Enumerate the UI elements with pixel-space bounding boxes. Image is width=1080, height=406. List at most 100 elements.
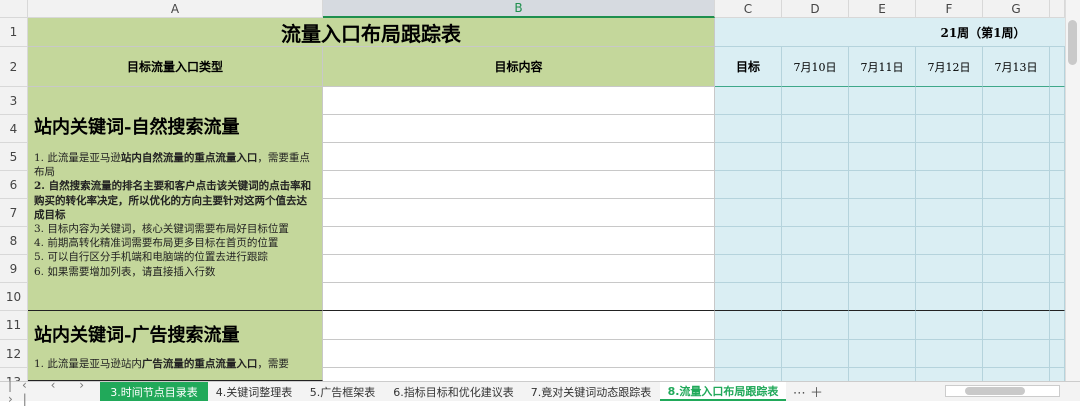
cell[interactable]	[715, 143, 782, 171]
row-header[interactable]: 6	[0, 171, 28, 199]
cell[interactable]	[782, 340, 849, 368]
sheet-tab[interactable]: 4.关键词整理表	[215, 385, 293, 399]
cell[interactable]	[323, 283, 715, 311]
cell[interactable]	[715, 87, 782, 115]
cell[interactable]	[916, 311, 983, 340]
cell[interactable]	[782, 283, 849, 311]
cell[interactable]	[983, 311, 1050, 340]
cell[interactable]	[782, 87, 849, 115]
column-header[interactable]: B	[323, 0, 715, 18]
row-header[interactable]: 7	[0, 199, 28, 227]
row-header[interactable]: 3	[0, 87, 28, 115]
cell[interactable]	[983, 171, 1050, 199]
cell[interactable]	[323, 143, 715, 171]
cell[interactable]	[323, 171, 715, 199]
cell[interactable]	[983, 199, 1050, 227]
cell[interactable]	[916, 283, 983, 311]
column-header[interactable]: E	[849, 0, 916, 18]
cell[interactable]	[849, 283, 916, 311]
row-header[interactable]: 9	[0, 255, 28, 283]
header-cell: 目标流量入口类型	[28, 47, 323, 87]
cell[interactable]	[323, 311, 715, 340]
tab-bar	[0, 381, 1080, 401]
cell[interactable]	[323, 340, 715, 368]
more-tabs[interactable]: ⋯ ＋	[792, 386, 824, 401]
sheet-tab[interactable]: 5.广告框架表	[309, 385, 376, 399]
cell[interactable]	[849, 143, 916, 171]
cell[interactable]	[983, 283, 1050, 311]
cell[interactable]	[782, 115, 849, 143]
cell[interactable]	[916, 340, 983, 368]
cell[interactable]	[849, 227, 916, 255]
cell[interactable]	[323, 227, 715, 255]
cell[interactable]	[323, 87, 715, 115]
row-header[interactable]: 8	[0, 227, 28, 255]
cell[interactable]	[849, 87, 916, 115]
cell[interactable]	[849, 255, 916, 283]
row-header[interactable]: 4	[0, 115, 28, 143]
cell[interactable]	[916, 87, 983, 115]
cell[interactable]	[983, 143, 1050, 171]
cell[interactable]	[715, 255, 782, 283]
sheet-tab[interactable]: 7.竟对关键词动态跟踪表	[530, 385, 652, 399]
cell[interactable]	[916, 171, 983, 199]
cell[interactable]	[715, 283, 782, 311]
row-header[interactable]: 11	[0, 311, 28, 340]
cell	[1050, 115, 1065, 143]
cell[interactable]	[782, 143, 849, 171]
cell[interactable]	[849, 311, 916, 340]
tab-nav[interactable]: |‹ ‹ › ›|	[8, 377, 95, 406]
cell[interactable]	[782, 311, 849, 340]
cell[interactable]	[849, 171, 916, 199]
note-item: 4. 前期高转化精准词需要布局更多目标在首页的位置	[34, 236, 316, 250]
cell[interactable]	[782, 199, 849, 227]
cell[interactable]	[849, 340, 916, 368]
cell[interactable]	[782, 255, 849, 283]
cell[interactable]	[715, 115, 782, 143]
column-header[interactable]: A	[28, 0, 323, 18]
cell[interactable]	[323, 115, 715, 143]
cell[interactable]	[849, 199, 916, 227]
section-heading: 站内关键词-广告搜索流量	[34, 325, 240, 346]
cell[interactable]	[323, 255, 715, 283]
row-header[interactable]: 5	[0, 143, 28, 171]
cell[interactable]	[782, 227, 849, 255]
column-header[interactable]: C	[715, 0, 782, 18]
row-header[interactable]: 12	[0, 340, 28, 368]
cell	[1050, 199, 1065, 227]
column-header[interactable]: F	[916, 0, 983, 18]
cell[interactable]	[916, 255, 983, 283]
column-header[interactable]: D	[782, 0, 849, 18]
cell[interactable]	[916, 115, 983, 143]
cell[interactable]	[983, 255, 1050, 283]
cell[interactable]	[983, 115, 1050, 143]
row-header[interactable]: 10	[0, 283, 28, 311]
cell[interactable]	[916, 227, 983, 255]
cell	[1050, 283, 1065, 311]
cell[interactable]	[983, 87, 1050, 115]
cell[interactable]	[715, 311, 782, 340]
cell[interactable]	[715, 227, 782, 255]
cell[interactable]	[715, 340, 782, 368]
cell[interactable]	[916, 143, 983, 171]
sheet-tab[interactable]: 6.指标目标和优化建议表	[393, 385, 514, 399]
sheet-tab[interactable]: 8.流量入口布局跟踪表	[660, 382, 786, 401]
column-header[interactable]: G	[983, 0, 1050, 18]
cell[interactable]	[916, 199, 983, 227]
h-scroll-thumb[interactable]	[965, 387, 1025, 395]
cell[interactable]	[849, 115, 916, 143]
cell[interactable]	[715, 171, 782, 199]
header-cell: 目标内容	[323, 47, 715, 87]
scroll-thumb[interactable]	[1068, 20, 1077, 65]
cell[interactable]	[715, 199, 782, 227]
vertical-scrollbar	[1065, 0, 1080, 381]
row-header[interactable]: 1	[0, 18, 28, 47]
week-label: 21周（第1周）	[940, 26, 1026, 40]
row-header[interactable]: 2	[0, 47, 28, 87]
cell[interactable]	[782, 171, 849, 199]
cell[interactable]	[983, 340, 1050, 368]
corner	[0, 0, 28, 18]
cell[interactable]	[323, 199, 715, 227]
cell[interactable]	[983, 227, 1050, 255]
sheet-tab[interactable]: 3.时间节点目录表	[100, 382, 208, 401]
